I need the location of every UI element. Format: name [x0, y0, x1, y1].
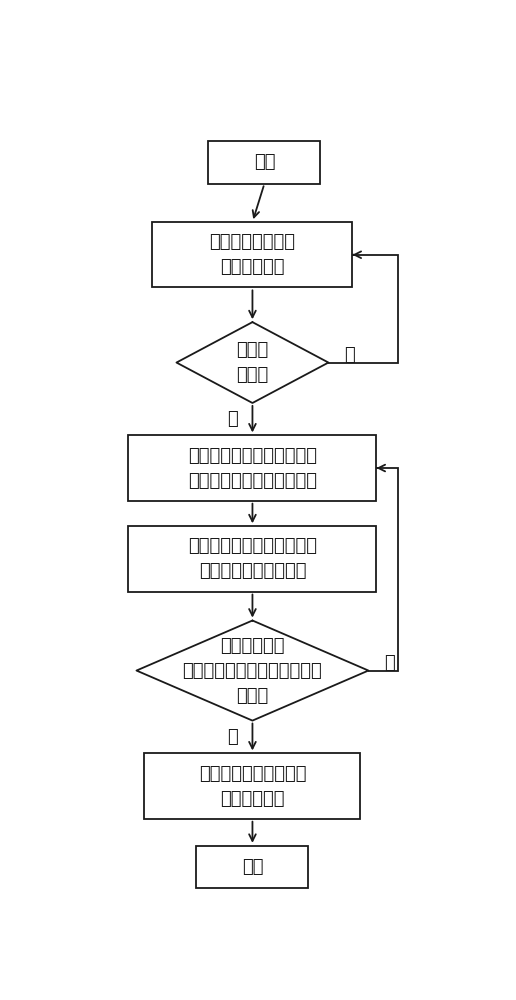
- Text: 结束: 结束: [241, 858, 263, 876]
- Text: 控制器根据光照参数控制第
一、二、三光源部工作: 控制器根据光照参数控制第 一、二、三光源部工作: [188, 537, 317, 580]
- Text: 光照开
始时间: 光照开 始时间: [236, 341, 268, 384]
- Bar: [208, 141, 320, 184]
- Bar: [128, 526, 377, 592]
- Polygon shape: [176, 322, 328, 403]
- Bar: [144, 753, 361, 819]
- Text: 设置开始光照的时
间和工作时段: 设置开始光照的时 间和工作时段: [209, 233, 296, 276]
- Text: 控制器控制第一、二、
三光源部关闭: 控制器控制第一、二、 三光源部关闭: [199, 765, 306, 808]
- Bar: [128, 435, 377, 501]
- Text: 是: 是: [227, 410, 238, 428]
- Polygon shape: [136, 620, 368, 721]
- Bar: [153, 222, 352, 287]
- Text: 开始: 开始: [254, 153, 275, 171]
- Text: 否: 否: [384, 654, 395, 672]
- Text: 是: 是: [227, 728, 238, 746]
- Bar: [197, 846, 309, 888]
- Text: 判断被照射植物，根据被照
射植物的种类确定光照参数: 判断被照射植物，根据被照 射植物的种类确定光照参数: [188, 447, 317, 490]
- Text: 第一、二、三
光源部的工作时长是否达到工
作时段: 第一、二、三 光源部的工作时长是否达到工 作时段: [183, 637, 322, 705]
- Text: 否: 否: [345, 346, 355, 364]
